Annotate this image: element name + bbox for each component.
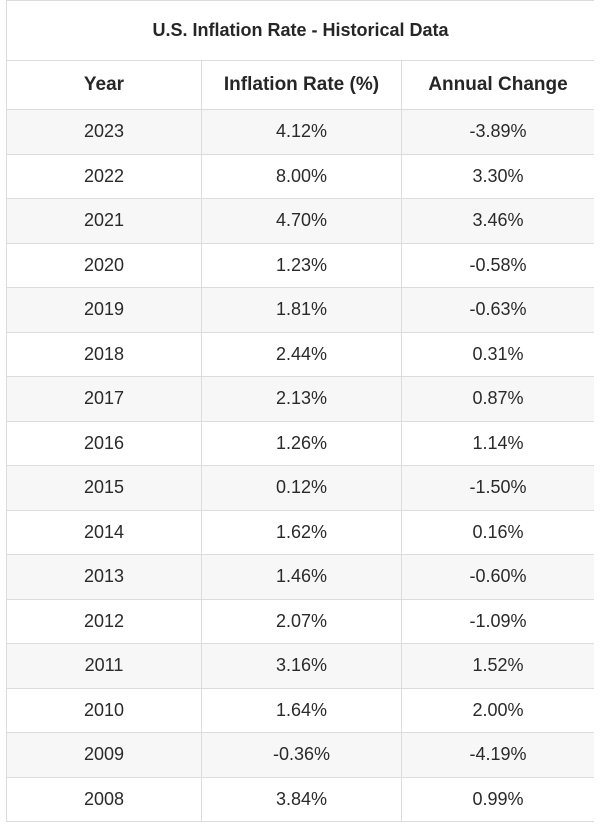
table-row: 2010 1.64% 2.00% — [6, 687, 594, 733]
cell-year: 2016 — [6, 420, 202, 466]
cell-inflation-rate: 1.23% — [201, 242, 402, 288]
table-body: 2023 4.12% -3.89% 2022 8.00% 3.30% 2021 4.70% 3.… — [6, 109, 594, 822]
cell-year: 2019 — [6, 287, 202, 333]
cell-inflation-rate: 2.13% — [201, 376, 402, 422]
cell-year: 2020 — [6, 242, 202, 288]
cell-year: 2010 — [6, 687, 202, 733]
cell-inflation-rate: 8.00% — [201, 153, 402, 199]
cell-inflation-rate: -0.36% — [201, 732, 402, 778]
cell-year: 2023 — [6, 109, 202, 155]
cell-inflation-rate: 1.81% — [201, 287, 402, 333]
table-row: 2008 3.84% 0.99% — [6, 776, 594, 822]
cell-annual-change: -4.19% — [400, 732, 594, 778]
table-row: 2014 1.62% 0.16% — [6, 509, 594, 555]
cell-inflation-rate: 3.84% — [201, 776, 402, 822]
cell-annual-change: 1.52% — [400, 643, 594, 689]
table-row: 2012 2.07% -1.09% — [6, 598, 594, 644]
inflation-table: U.S. Inflation Rate - Historical Data Ye… — [6, 0, 594, 822]
table-row: 2023 4.12% -3.89% — [6, 109, 594, 155]
cell-inflation-rate: 0.12% — [201, 465, 402, 511]
table-header-row: Year Inflation Rate (%) Annual Change — [6, 60, 594, 110]
table-row: 2019 1.81% -0.63% — [6, 287, 594, 333]
cell-annual-change: -0.63% — [400, 287, 594, 333]
cell-inflation-rate: 2.44% — [201, 331, 402, 377]
cell-year: 2015 — [6, 465, 202, 511]
table-row: 2020 1.23% -0.58% — [6, 242, 594, 288]
table-row: 2011 3.16% 1.52% — [6, 643, 594, 689]
cell-inflation-rate: 4.12% — [201, 109, 402, 155]
cell-inflation-rate: 1.26% — [201, 420, 402, 466]
cell-year: 2008 — [6, 776, 202, 822]
cell-annual-change: 3.46% — [400, 198, 594, 244]
table-row: 2013 1.46% -0.60% — [6, 554, 594, 600]
table-row: 2017 2.13% 0.87% — [6, 376, 594, 422]
table-row: 2009 -0.36% -4.19% — [6, 732, 594, 778]
cell-year: 2017 — [6, 376, 202, 422]
table-row: 2021 4.70% 3.46% — [6, 198, 594, 244]
cell-annual-change: -3.89% — [400, 109, 594, 155]
table-row: 2018 2.44% 0.31% — [6, 331, 594, 377]
cell-inflation-rate: 2.07% — [201, 598, 402, 644]
cell-year: 2018 — [6, 331, 202, 377]
cell-inflation-rate: 1.46% — [201, 554, 402, 600]
cell-annual-change: 0.31% — [400, 331, 594, 377]
table-row: 2022 8.00% 3.30% — [6, 153, 594, 199]
cell-inflation-rate: 3.16% — [201, 643, 402, 689]
cell-annual-change: 3.30% — [400, 153, 594, 199]
table-title: U.S. Inflation Rate - Historical Data — [6, 0, 594, 61]
table-row: 2016 1.26% 1.14% — [6, 420, 594, 466]
inflation-table-container: U.S. Inflation Rate - Historical Data Ye… — [6, 0, 594, 828]
cell-annual-change: 1.14% — [400, 420, 594, 466]
cell-inflation-rate: 4.70% — [201, 198, 402, 244]
cell-inflation-rate: 1.62% — [201, 509, 402, 555]
cell-inflation-rate: 1.64% — [201, 687, 402, 733]
cell-year: 2011 — [6, 643, 202, 689]
table-row: 2015 0.12% -1.50% — [6, 465, 594, 511]
table-title-row: U.S. Inflation Rate - Historical Data — [6, 0, 594, 61]
cell-year: 2009 — [6, 732, 202, 778]
cell-year: 2021 — [6, 198, 202, 244]
cell-annual-change: -0.60% — [400, 554, 594, 600]
cell-year: 2013 — [6, 554, 202, 600]
cell-annual-change: 0.16% — [400, 509, 594, 555]
column-header-inflation-rate: Inflation Rate (%) — [201, 60, 402, 110]
column-header-year: Year — [6, 60, 202, 110]
cell-annual-change: -0.58% — [400, 242, 594, 288]
cell-year: 2022 — [6, 153, 202, 199]
cell-annual-change: -1.50% — [400, 465, 594, 511]
column-header-annual-change: Annual Change — [400, 60, 594, 110]
cell-annual-change: -1.09% — [400, 598, 594, 644]
cell-annual-change: 2.00% — [400, 687, 594, 733]
cell-year: 2012 — [6, 598, 202, 644]
cell-year: 2014 — [6, 509, 202, 555]
cell-annual-change: 0.99% — [400, 776, 594, 822]
cell-annual-change: 0.87% — [400, 376, 594, 422]
